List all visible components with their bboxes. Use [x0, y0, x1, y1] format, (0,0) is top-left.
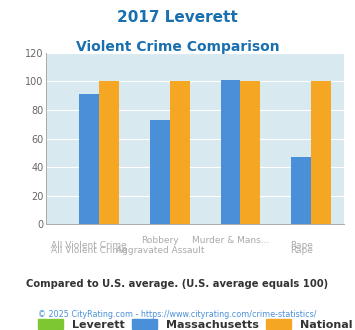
Bar: [170, 82, 190, 224]
Text: Rape: Rape: [290, 241, 313, 250]
Text: All Violent Crime: All Violent Crime: [51, 246, 127, 255]
Bar: [291, 157, 311, 224]
Text: 2017 Leverett: 2017 Leverett: [117, 10, 238, 25]
Bar: [99, 82, 119, 224]
Bar: [150, 120, 170, 224]
Bar: [221, 80, 240, 224]
Text: Robbery: Robbery: [141, 236, 179, 245]
Text: Compared to U.S. average. (U.S. average equals 100): Compared to U.S. average. (U.S. average …: [26, 279, 329, 289]
Text: Aggravated Assault: Aggravated Assault: [116, 246, 204, 255]
Bar: [311, 82, 331, 224]
Text: Murder & Mans...: Murder & Mans...: [192, 236, 269, 245]
Bar: [80, 94, 99, 224]
Text: All Violent Crime: All Violent Crime: [51, 241, 127, 250]
Text: Rape: Rape: [290, 246, 313, 255]
Text: © 2025 CityRating.com - https://www.cityrating.com/crime-statistics/: © 2025 CityRating.com - https://www.city…: [38, 310, 317, 319]
Legend: Leverett, Massachusetts, National: Leverett, Massachusetts, National: [35, 316, 355, 330]
Text: Violent Crime Comparison: Violent Crime Comparison: [76, 40, 279, 53]
Bar: [240, 82, 260, 224]
